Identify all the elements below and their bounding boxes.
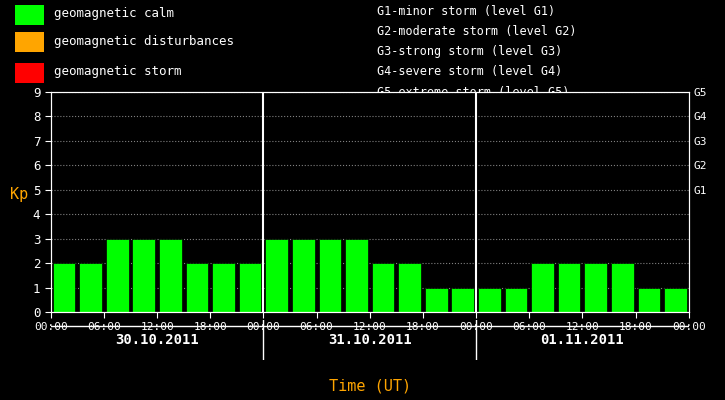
Text: G4-severe storm (level G4): G4-severe storm (level G4) bbox=[377, 65, 563, 78]
Bar bbox=[79, 263, 102, 312]
Text: G1-minor storm (level G1): G1-minor storm (level G1) bbox=[377, 5, 555, 18]
Bar bbox=[584, 263, 607, 312]
Bar bbox=[345, 239, 368, 312]
Bar bbox=[186, 263, 208, 312]
Text: geomagnetic calm: geomagnetic calm bbox=[54, 7, 175, 20]
Bar bbox=[372, 263, 394, 312]
Bar bbox=[318, 239, 341, 312]
Text: G5-extreme storm (level G5): G5-extreme storm (level G5) bbox=[377, 86, 569, 98]
Bar bbox=[637, 288, 660, 312]
Text: geomagnetic storm: geomagnetic storm bbox=[54, 65, 182, 78]
Y-axis label: Kp: Kp bbox=[10, 187, 28, 202]
Bar bbox=[531, 263, 554, 312]
Bar bbox=[239, 263, 262, 312]
FancyBboxPatch shape bbox=[14, 32, 44, 52]
Text: G2-moderate storm (level G2): G2-moderate storm (level G2) bbox=[377, 25, 576, 38]
Bar bbox=[398, 263, 421, 312]
Bar bbox=[106, 239, 128, 312]
Bar bbox=[159, 239, 182, 312]
Bar bbox=[558, 263, 581, 312]
Bar bbox=[478, 288, 501, 312]
Text: 30.10.2011: 30.10.2011 bbox=[115, 333, 199, 347]
Bar bbox=[53, 263, 75, 312]
Bar bbox=[664, 288, 687, 312]
Bar bbox=[212, 263, 235, 312]
Bar bbox=[611, 263, 634, 312]
Text: Time (UT): Time (UT) bbox=[328, 378, 411, 393]
FancyBboxPatch shape bbox=[14, 62, 44, 83]
Bar bbox=[265, 239, 288, 312]
Bar bbox=[292, 239, 315, 312]
Text: G3-strong storm (level G3): G3-strong storm (level G3) bbox=[377, 45, 563, 58]
Bar bbox=[505, 288, 527, 312]
Text: 31.10.2011: 31.10.2011 bbox=[328, 333, 412, 347]
Bar bbox=[452, 288, 474, 312]
Bar bbox=[133, 239, 155, 312]
FancyBboxPatch shape bbox=[14, 5, 44, 25]
Bar bbox=[425, 288, 447, 312]
Text: 01.11.2011: 01.11.2011 bbox=[541, 333, 624, 347]
Text: geomagnetic disturbances: geomagnetic disturbances bbox=[54, 35, 234, 48]
